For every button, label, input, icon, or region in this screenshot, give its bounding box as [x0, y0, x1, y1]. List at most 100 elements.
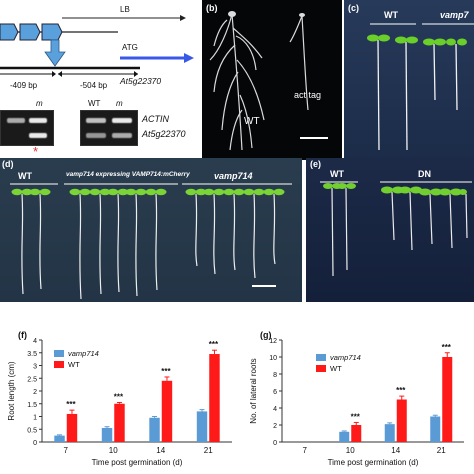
bar-vamp714: [101, 427, 113, 442]
panel-d-right-label: vamp714: [214, 171, 253, 181]
bar-vamp714: [339, 431, 350, 442]
y-tick-label: 0: [33, 440, 37, 447]
x-tick-label: 10: [346, 446, 355, 455]
y-tick-label: 4: [273, 406, 277, 413]
legend-swatch: [316, 365, 326, 372]
seedling-cotyledon: [273, 188, 285, 196]
tdna-box-2: [19, 23, 41, 41]
y-tick-label: 3.5: [27, 351, 37, 358]
panel-c: (c) WT vamp7: [344, 0, 474, 160]
seedling-cotyledon: [195, 188, 207, 196]
legend-swatch: [54, 350, 64, 357]
seedling-root: [233, 193, 236, 271]
seedling-cotyledon: [243, 188, 255, 196]
seedling-cotyledon: [117, 188, 129, 196]
seedling-cotyledon: [155, 188, 167, 196]
bar-WT: [209, 354, 220, 442]
x-tick-label: 14: [156, 446, 165, 455]
seedling-root: [273, 193, 276, 265]
bar-vamp714: [54, 435, 65, 442]
seedling-cotyledon: [233, 188, 245, 196]
panel-d-middle-label: vamp714 expressing VAMP714:mCherry: [66, 171, 190, 178]
chart-f-root-length: (f) 0 0.5 1 1.5 2 2.5 3 3.5 4 Root length (cm) 7 ***…: [7, 330, 232, 467]
dist-409-label: -409 bp: [10, 81, 38, 90]
seedling-root: [135, 193, 138, 297]
atg-label: ATG: [122, 43, 138, 52]
seedling-cotyledon: [21, 188, 33, 196]
seedling-cotyledon: [107, 188, 119, 196]
y-tick-label: 2.5: [27, 376, 37, 383]
seedling-root: [155, 193, 158, 291]
x-tick-label: 7: [303, 446, 308, 455]
seedling-root: [195, 193, 198, 267]
legend-swatch: [316, 354, 326, 361]
panel-d: (d) WT vamp714 expressing VAMP714:mCherr…: [0, 158, 302, 302]
bar-WT: [66, 413, 78, 442]
significance-mark: ***: [66, 400, 76, 409]
panel-d-letter: (d): [2, 159, 14, 169]
legend-label: vamp714: [330, 353, 361, 362]
seedling-cotyledon: [69, 188, 81, 196]
y-tick-label: 8: [273, 372, 277, 379]
panel-letter: (g): [260, 330, 272, 340]
gel-image-left: [0, 110, 54, 146]
y-tick-label: 2: [273, 423, 277, 430]
panel-c-letter: (c): [348, 3, 359, 13]
gel-image-right: [80, 110, 138, 146]
x-tick-label: 14: [391, 446, 400, 455]
y-tick-label: 10: [269, 355, 277, 362]
y-tick-label: 4: [33, 338, 37, 345]
panel-e-letter: (e): [310, 159, 321, 169]
bar-WT: [442, 357, 453, 442]
seedling-cotyledon: [213, 188, 225, 196]
panel-a: LB ATG -409 bp -504 bp At5g22370 m WT m …: [0, 0, 200, 160]
seedlings-d: [10, 183, 292, 300]
seedlings-c: [367, 23, 474, 151]
seedling-cotyledon: [125, 188, 137, 196]
seedling-cotyledon: [223, 188, 235, 196]
actin-label: ACTIN: [141, 114, 170, 124]
y-tick-label: 1.5: [27, 402, 37, 409]
seedling-cotyledon: [185, 188, 197, 196]
x-tick-label: 21: [204, 446, 213, 455]
seedling-cotyledon: [89, 188, 101, 196]
bar-WT: [396, 399, 407, 442]
gel-m-label-1: m: [36, 99, 43, 108]
dist-504-label: -504 bp: [80, 81, 108, 90]
bar-WT: [161, 380, 173, 442]
seedling-cotyledon: [11, 188, 23, 196]
asterisk-mark: *: [33, 144, 38, 159]
x-axis-label: Time post germination (d): [92, 458, 183, 467]
panel-d-wt-label: WT: [18, 171, 32, 181]
y-tick-label: 2: [33, 389, 37, 396]
legend-swatch: [54, 361, 64, 368]
bar-WT: [114, 403, 125, 442]
gel-m-label-2: m: [116, 99, 123, 108]
seedling-cotyledon: [79, 188, 91, 196]
root-image-b: [209, 11, 328, 151]
x-axis-label: Time post germination (d): [328, 458, 419, 467]
seedlings-e: [320, 181, 472, 277]
x-tick-label: 7: [64, 446, 69, 455]
lb-label: LB: [120, 5, 130, 14]
significance-mark: ***: [209, 340, 219, 349]
y-axis-label: Root length (cm): [7, 361, 16, 420]
seedling-root: [99, 193, 102, 295]
significance-mark: ***: [161, 367, 171, 376]
seedling-cotyledon: [145, 188, 157, 196]
panel-e: (e) WT DN: [306, 158, 474, 302]
y-tick-label: 1: [33, 415, 37, 422]
panel-e-dn-label: DN: [418, 169, 431, 179]
seedling-cotyledon: [39, 188, 51, 196]
significance-mark: ***: [351, 412, 361, 421]
gene-label: At5g22370: [119, 76, 161, 86]
y-tick-label: 0: [273, 440, 277, 447]
panel-b-act-label: act tag: [294, 90, 322, 100]
seedling-root: [39, 193, 42, 290]
seedling-root: [79, 193, 82, 300]
panel-b-wt-label: WT: [244, 116, 260, 127]
panel-c-mut-label: vamp7: [440, 10, 469, 20]
panel-c-wt-label: WT: [384, 10, 398, 20]
gene-diagram: LB ATG -409 bp -504 bp At5g22370 m WT m …: [0, 5, 194, 159]
significance-mark: ***: [396, 386, 406, 395]
